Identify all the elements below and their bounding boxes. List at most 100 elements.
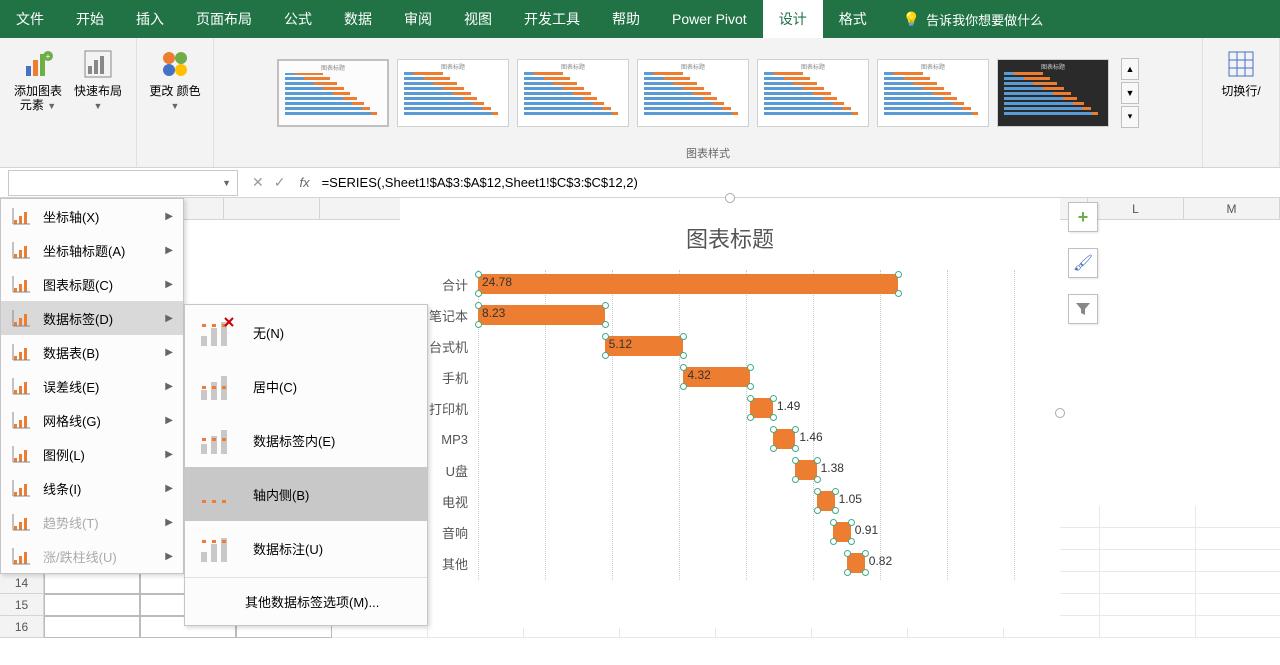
cell[interactable] (44, 594, 140, 616)
ribbon-tab-文件[interactable]: 文件 (0, 0, 60, 38)
cell[interactable] (1100, 616, 1196, 638)
chart-style-option[interactable]: 图表标题 (637, 59, 749, 127)
lines-icon (11, 478, 33, 498)
menu-item-legend[interactable]: 图例(L)▶ (1, 437, 183, 471)
chart-elements-button[interactable]: + (1068, 202, 1098, 232)
chart-style-option[interactable]: 图表标题 (277, 59, 389, 127)
cell[interactable] (1196, 528, 1280, 550)
submenu-item[interactable]: 数据标注(U) (185, 521, 427, 575)
ribbon-tab-开发工具[interactable]: 开发工具 (508, 0, 596, 38)
bar-segment[interactable] (478, 274, 898, 294)
chevron-right-icon: ▶ (165, 313, 173, 324)
data-label[interactable]: 0.82 (869, 554, 892, 568)
submenu-item[interactable]: 居中(C) (185, 359, 427, 413)
switch-rowcol-button[interactable]: 切换行/ (1211, 44, 1271, 102)
col-header[interactable]: M (1184, 198, 1280, 219)
chart-styles-button[interactable]: 🖌 (1068, 248, 1098, 278)
row-header[interactable]: 16 (0, 616, 44, 638)
name-box[interactable]: ▼ (8, 170, 238, 196)
more-label-options[interactable]: 其他数据标签选项(M)... (185, 580, 427, 625)
cell[interactable] (1100, 550, 1196, 572)
chart-title[interactable]: 图表标题 (400, 222, 1060, 254)
chart-style-option[interactable]: 图表标题 (877, 59, 989, 127)
data-label[interactable]: 24.78 (482, 275, 512, 289)
cell[interactable] (1100, 506, 1196, 528)
label-position-icon (199, 424, 237, 456)
resize-handle[interactable] (725, 193, 735, 203)
cell[interactable] (44, 572, 140, 594)
ribbon-tab-格式[interactable]: 格式 (823, 0, 883, 38)
ribbon-tab-页面布局[interactable]: 页面布局 (180, 0, 268, 38)
menu-item-axes[interactable]: 坐标轴(X)▶ (1, 199, 183, 233)
quick-layout-button[interactable]: 快速布局 ▼ (68, 44, 128, 117)
cell[interactable] (1196, 550, 1280, 572)
data-label[interactable]: 1.05 (839, 492, 862, 506)
ribbon-tab-审阅[interactable]: 审阅 (388, 0, 448, 38)
submenu-item[interactable]: 无(N) (185, 305, 427, 359)
menu-item-lines[interactable]: 线条(I)▶ (1, 471, 183, 505)
tell-me[interactable]: 💡 告诉我你想要做什么 (891, 10, 1055, 29)
data-label[interactable]: 8.23 (482, 306, 505, 320)
data-label[interactable]: 1.38 (821, 461, 844, 475)
col-header[interactable] (224, 198, 320, 219)
menu-item-chart-title[interactable]: 图表标题(C)▶ (1, 267, 183, 301)
cell[interactable] (1196, 594, 1280, 616)
change-colors-button[interactable]: 更改 颜色 ▼ (145, 44, 205, 117)
row-header[interactable]: 14 (0, 572, 44, 594)
menu-item-data-labels[interactable]: 数据标签(D)▶ (1, 301, 183, 335)
submenu-item[interactable]: 轴内侧(B) (185, 467, 427, 521)
category-label: 合计 (408, 275, 478, 294)
chart-style-option[interactable]: 图表标题 (757, 59, 869, 127)
ribbon-tab-视图[interactable]: 视图 (448, 0, 508, 38)
chart-style-option[interactable]: 图表标题 (997, 59, 1109, 127)
formula-input[interactable] (318, 171, 1280, 195)
resize-handle[interactable] (1055, 408, 1065, 418)
ribbon-tab-设计[interactable]: 设计 (763, 0, 823, 38)
chart-object[interactable]: 图表标题 合计24.78笔记本8.23台式机5.12手机4.32打印机1.49M… (400, 198, 1060, 628)
cell[interactable] (1196, 572, 1280, 594)
ribbon-tab-数据[interactable]: 数据 (328, 0, 388, 38)
ribbon-tab-Power Pivot[interactable]: Power Pivot (656, 0, 763, 38)
ribbon-group-data: 切换行/ (1203, 38, 1280, 167)
ribbon-tab-帮助[interactable]: 帮助 (596, 0, 656, 38)
col-header[interactable]: L (1088, 198, 1184, 219)
gallery-more-button[interactable]: ▾ (1121, 106, 1139, 128)
data-label[interactable]: 1.46 (799, 430, 822, 444)
switch-rowcol-label: 切换行/ (1221, 84, 1260, 98)
quick-layout-label: 快速布局 ▼ (72, 84, 124, 113)
cell[interactable] (1100, 528, 1196, 550)
plot-area[interactable]: 合计24.78笔记本8.23台式机5.12手机4.32打印机1.49MP31.4… (478, 270, 1014, 580)
menu-item-gridlines[interactable]: 网格线(G)▶ (1, 403, 183, 437)
cell[interactable] (44, 616, 140, 638)
chart-style-option[interactable]: 图表标题 (517, 59, 629, 127)
row-header[interactable]: 15 (0, 594, 44, 616)
chevron-right-icon: ▶ (165, 483, 173, 494)
menu-item-axis-title[interactable]: 坐标轴标题(A)▶ (1, 233, 183, 267)
cell[interactable] (1100, 572, 1196, 594)
data-label[interactable]: 4.32 (687, 368, 710, 382)
formula-cancel-button[interactable]: ✕ (252, 174, 264, 191)
menu-item-data-table[interactable]: 数据表(B)▶ (1, 335, 183, 369)
chevron-down-icon: ▼ (222, 178, 231, 188)
data-label[interactable]: 0.91 (855, 523, 878, 537)
data-label[interactable]: 1.49 (777, 399, 800, 413)
cell[interactable] (1196, 616, 1280, 638)
ribbon-tab-开始[interactable]: 开始 (60, 0, 120, 38)
submenu-item[interactable]: 数据标签内(E) (185, 413, 427, 467)
ribbon-tab-公式[interactable]: 公式 (268, 0, 328, 38)
gallery-up-button[interactable]: ▲ (1121, 58, 1139, 80)
axes-icon (11, 206, 33, 226)
gridlines-icon (11, 410, 33, 430)
chart-style-option[interactable]: 图表标题 (397, 59, 509, 127)
data-label[interactable]: 5.12 (609, 337, 632, 351)
add-chart-element-button[interactable]: + 添加图表 元素 ▼ (8, 44, 68, 117)
menu-item-label: 误差线(E) (43, 377, 99, 396)
cell[interactable] (1100, 594, 1196, 616)
cell[interactable] (1196, 506, 1280, 528)
gallery-down-button[interactable]: ▼ (1121, 82, 1139, 104)
chart-filters-button[interactable] (1068, 294, 1098, 324)
ribbon-tab-插入[interactable]: 插入 (120, 0, 180, 38)
change-colors-label: 更改 颜色 ▼ (149, 84, 201, 113)
formula-accept-button[interactable]: ✓ (274, 174, 286, 191)
menu-item-error-bars[interactable]: 误差线(E)▶ (1, 369, 183, 403)
